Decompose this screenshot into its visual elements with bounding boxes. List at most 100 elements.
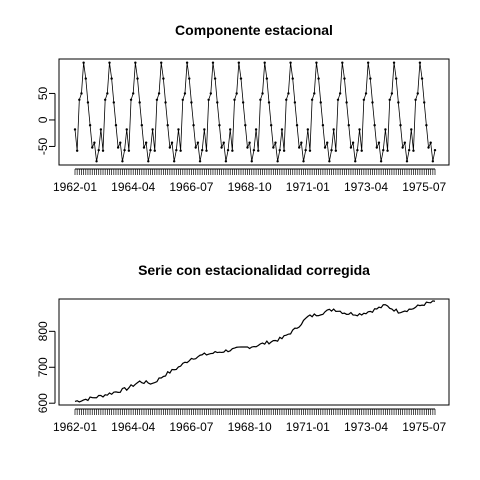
seasonal-point (106, 92, 109, 95)
seasonal-point (313, 92, 316, 95)
seasonal-point (425, 124, 428, 127)
seasonal-point (250, 160, 253, 163)
seasonal-point (164, 101, 167, 104)
x-tick-label: 1964-04 (111, 420, 155, 434)
seasonal-point (369, 77, 372, 80)
seasonal-point (213, 77, 217, 80)
seasonal-point (384, 128, 387, 131)
seasonal-point (185, 61, 189, 64)
seasonal-point (407, 148, 411, 152)
seasonal-point (390, 92, 394, 95)
seasonal-point (168, 146, 172, 149)
seasonal-point (431, 160, 435, 163)
seasonal-point (127, 149, 131, 152)
seasonal-point (403, 141, 407, 144)
seasonal-point (371, 101, 374, 104)
seasonal-point (211, 61, 215, 64)
seasonal-x-axis: 1962-01 1964-04 1966-07 1968-10 1971-01 1973-… (53, 168, 447, 194)
seasonal-point (136, 77, 139, 80)
seasonal-point (138, 101, 141, 104)
seasonal-point (282, 149, 286, 152)
seasonal-point (151, 128, 154, 131)
seasonal-point (362, 98, 366, 102)
seasonal-point (291, 77, 294, 80)
seasonal-point (134, 61, 137, 64)
seasonal-point (216, 101, 219, 104)
seasonal-point (351, 141, 355, 144)
x-tick-label: 1968-10 (228, 420, 272, 434)
seasonal-point (192, 124, 195, 127)
seasonal-point (147, 160, 150, 163)
seasonal-point (354, 160, 357, 163)
seasonal-point (289, 61, 292, 64)
seasonal-point (75, 149, 79, 152)
seasonal-point (190, 101, 193, 104)
seasonal-point (304, 148, 307, 152)
seasonal-point (420, 77, 424, 80)
adjusted-y-axis: 600 700 800 (36, 321, 56, 413)
adjusted-chart-title: Serie con estacionalidad corregida (138, 262, 370, 278)
seasonal-point (373, 124, 376, 127)
seasonal-point (144, 141, 148, 144)
seasonal-point (338, 92, 342, 95)
seasonal-point (177, 128, 180, 131)
seasonal-point (259, 98, 262, 102)
seasonal-point (229, 128, 232, 131)
seasonal-point (220, 146, 223, 149)
adjusted-x-axis: 1962-01 1964-04 1966-07 1968-10 1971-01 1973-… (53, 408, 447, 434)
seasonal-point (379, 160, 383, 163)
seasonal-point (330, 148, 333, 152)
seasonal-point (222, 141, 225, 144)
seasonal-point (252, 148, 256, 152)
seasonal-point (345, 101, 348, 104)
seasonal-point (341, 61, 344, 64)
seasonal-point (297, 146, 301, 149)
seasonal-point (119, 141, 122, 144)
seasonal-panel: Componente estacional -50 0 50 1962-01 1964… (36, 22, 450, 194)
seasonal-point (181, 98, 184, 102)
seasonal-point (267, 101, 271, 104)
seasonal-point (254, 128, 258, 131)
seasonal-point (209, 92, 213, 95)
seasonal-point (293, 101, 297, 104)
seasonal-point (116, 146, 120, 149)
seasonal-point (239, 77, 243, 80)
seasonal-point (226, 148, 230, 152)
seasonal-point (132, 92, 135, 95)
x-tick-label: 1971-01 (286, 420, 330, 434)
seasonal-point (336, 98, 340, 102)
seasonal-point (334, 149, 338, 152)
seasonal-point (427, 146, 430, 149)
seasonal-point (287, 92, 290, 95)
seasonal-point (394, 77, 398, 80)
seasonal-point (194, 146, 197, 149)
seasonal-point (306, 128, 310, 131)
seasonal-point (237, 61, 241, 64)
seasonal-point (155, 98, 159, 102)
seasonal-point (377, 141, 381, 144)
seasonal-point (123, 148, 126, 152)
seasonal-point (73, 128, 77, 131)
seasonal-plot-box (58, 58, 450, 166)
x-tick-label: 1966-07 (169, 420, 213, 434)
seasonal-y-axis: -50 0 50 (36, 86, 56, 155)
adjusted-plot-box (58, 298, 450, 406)
x-tick-label: 1971-01 (286, 180, 330, 194)
adjusted-line (74, 300, 436, 403)
seasonal-point (95, 160, 98, 163)
x-tick-label: 1973-04 (344, 420, 388, 434)
seasonal-point (101, 149, 105, 152)
seasonal-point (272, 146, 275, 149)
seasonal-point (366, 61, 370, 64)
seasonal-point (179, 149, 182, 152)
seasonal-point (257, 149, 260, 152)
seasonal-point (285, 98, 288, 102)
seasonal-point (302, 160, 305, 163)
seasonal-point (317, 77, 320, 80)
seasonal-point (414, 98, 417, 102)
seasonal-point (423, 101, 426, 104)
seasonal-point (265, 77, 269, 80)
seasonal-series (73, 61, 437, 163)
y-tick-label: 800 (36, 321, 50, 341)
seasonal-point (183, 92, 187, 95)
